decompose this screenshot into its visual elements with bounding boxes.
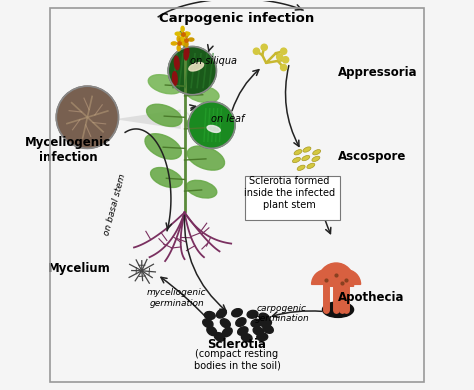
Ellipse shape bbox=[186, 180, 217, 198]
Ellipse shape bbox=[247, 310, 258, 318]
Text: carpogenic
germination: carpogenic germination bbox=[255, 304, 309, 323]
Ellipse shape bbox=[220, 319, 230, 328]
Ellipse shape bbox=[146, 104, 182, 126]
Ellipse shape bbox=[207, 126, 220, 133]
Ellipse shape bbox=[181, 42, 186, 45]
Ellipse shape bbox=[185, 41, 188, 47]
Ellipse shape bbox=[203, 319, 213, 328]
Text: Sclerotia: Sclerotia bbox=[208, 338, 266, 351]
Ellipse shape bbox=[204, 312, 215, 319]
Circle shape bbox=[168, 46, 217, 95]
Ellipse shape bbox=[322, 302, 354, 317]
Text: (compact resting
bodies in the soil): (compact resting bodies in the soil) bbox=[193, 349, 281, 371]
Ellipse shape bbox=[186, 85, 219, 103]
Ellipse shape bbox=[151, 168, 182, 188]
Circle shape bbox=[56, 86, 118, 148]
Ellipse shape bbox=[145, 134, 182, 159]
Text: myceliogenic
germination: myceliogenic germination bbox=[147, 288, 207, 308]
Ellipse shape bbox=[302, 156, 310, 161]
Ellipse shape bbox=[217, 309, 227, 318]
Ellipse shape bbox=[181, 27, 184, 32]
Ellipse shape bbox=[207, 326, 217, 335]
Ellipse shape bbox=[214, 333, 225, 341]
Text: on leaf: on leaf bbox=[210, 114, 244, 124]
FancyBboxPatch shape bbox=[245, 176, 340, 220]
Ellipse shape bbox=[297, 165, 305, 170]
Ellipse shape bbox=[313, 150, 320, 155]
Ellipse shape bbox=[251, 319, 262, 327]
Ellipse shape bbox=[187, 146, 225, 170]
Text: Apothecia: Apothecia bbox=[338, 291, 404, 305]
Ellipse shape bbox=[171, 42, 177, 45]
Ellipse shape bbox=[241, 333, 252, 342]
Text: Myceliogenic
infection: Myceliogenic infection bbox=[25, 136, 111, 164]
Circle shape bbox=[283, 57, 289, 63]
Ellipse shape bbox=[184, 32, 190, 35]
Circle shape bbox=[281, 64, 287, 71]
Circle shape bbox=[277, 54, 283, 60]
Ellipse shape bbox=[174, 56, 179, 70]
Ellipse shape bbox=[189, 62, 204, 71]
Circle shape bbox=[253, 48, 260, 54]
Ellipse shape bbox=[179, 38, 184, 41]
Circle shape bbox=[261, 44, 267, 50]
Wedge shape bbox=[331, 269, 361, 284]
Ellipse shape bbox=[181, 35, 184, 41]
Wedge shape bbox=[319, 263, 354, 280]
Text: Appressoria: Appressoria bbox=[338, 66, 418, 79]
Ellipse shape bbox=[187, 117, 223, 138]
Ellipse shape bbox=[237, 327, 248, 335]
Ellipse shape bbox=[236, 318, 246, 326]
Ellipse shape bbox=[184, 46, 189, 60]
Circle shape bbox=[281, 48, 287, 54]
Ellipse shape bbox=[253, 327, 264, 335]
Circle shape bbox=[189, 102, 235, 148]
Ellipse shape bbox=[307, 163, 315, 168]
Ellipse shape bbox=[189, 38, 194, 41]
Ellipse shape bbox=[173, 72, 177, 85]
Polygon shape bbox=[115, 110, 181, 129]
Ellipse shape bbox=[177, 36, 180, 41]
Ellipse shape bbox=[148, 74, 182, 94]
Ellipse shape bbox=[312, 156, 320, 161]
Ellipse shape bbox=[222, 328, 232, 337]
Text: Mycelium: Mycelium bbox=[48, 262, 111, 275]
Ellipse shape bbox=[185, 32, 188, 37]
Ellipse shape bbox=[294, 150, 302, 155]
Ellipse shape bbox=[261, 319, 272, 327]
Text: Carpogenic infection: Carpogenic infection bbox=[159, 12, 315, 25]
Wedge shape bbox=[330, 275, 354, 286]
Text: on basal stem: on basal stem bbox=[102, 173, 127, 237]
Ellipse shape bbox=[232, 308, 242, 317]
Ellipse shape bbox=[257, 333, 268, 341]
Ellipse shape bbox=[177, 45, 180, 51]
Ellipse shape bbox=[175, 32, 181, 35]
Wedge shape bbox=[311, 269, 341, 284]
Ellipse shape bbox=[263, 325, 273, 333]
Ellipse shape bbox=[259, 313, 269, 322]
Text: on siliqua: on siliqua bbox=[190, 56, 237, 66]
Polygon shape bbox=[177, 57, 184, 80]
Ellipse shape bbox=[303, 147, 311, 152]
Polygon shape bbox=[184, 110, 194, 125]
Text: Sclerotia formed
inside the infected
plant stem: Sclerotia formed inside the infected pla… bbox=[244, 176, 335, 210]
Text: Ascospore: Ascospore bbox=[338, 150, 406, 163]
Ellipse shape bbox=[292, 158, 301, 163]
